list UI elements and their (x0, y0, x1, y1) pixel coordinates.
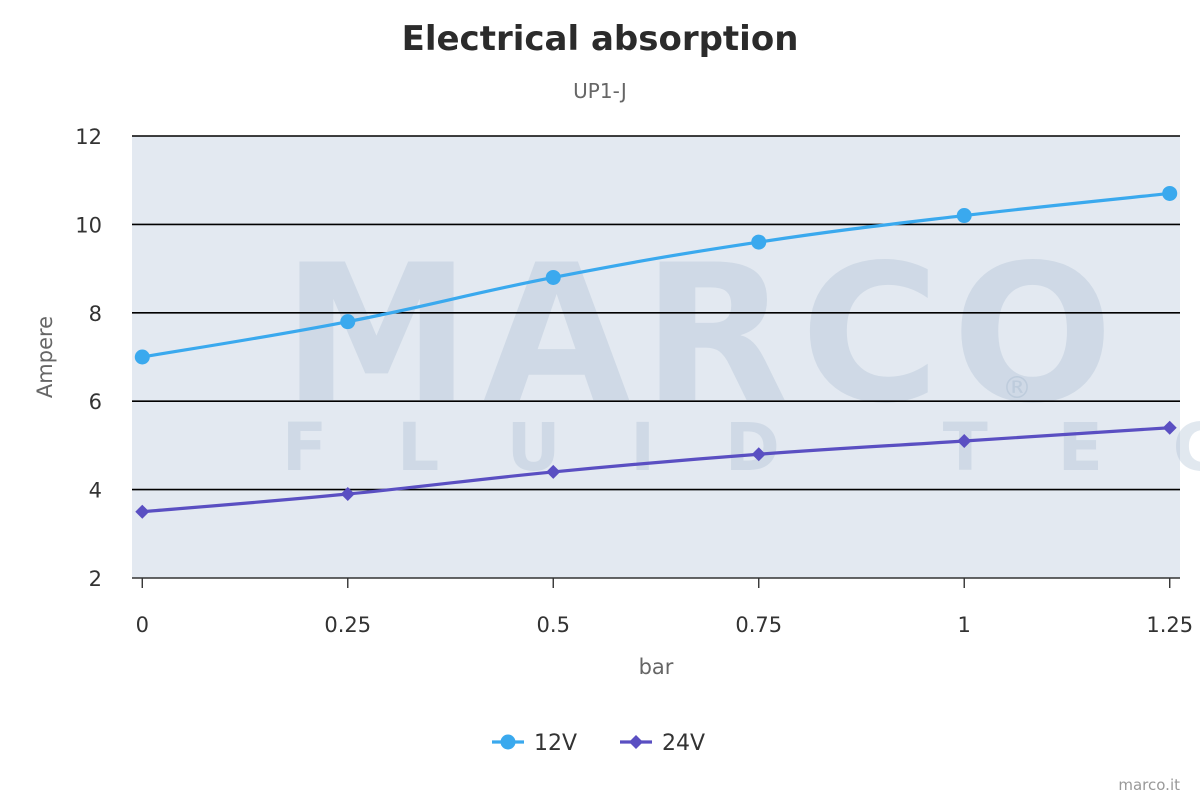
x-tick-label: 0.5 (537, 613, 570, 637)
data-point (135, 504, 150, 519)
watermark-tagline: FLUID TECH (282, 409, 1200, 486)
gridlines (132, 135, 1180, 491)
watermark-logo: MARCO FLUID TECH ® (282, 224, 1200, 486)
x-tick-label: 1 (958, 613, 971, 637)
data-point (1162, 420, 1177, 435)
y-tick-label: 8 (89, 302, 102, 326)
y-tick-label: 12 (75, 125, 102, 149)
data-point (751, 234, 767, 250)
x-tick-label: 1.25 (1146, 613, 1193, 637)
series-12v (134, 185, 1178, 365)
x-tick-label: 0 (136, 613, 149, 637)
x-tick-label: 0.75 (735, 613, 782, 637)
watermark-logo-text: MARCO (282, 224, 1125, 445)
series-24v (135, 420, 1177, 519)
credit-link[interactable]: marco.it (1118, 776, 1180, 794)
legend-item-24v[interactable]: 24V (620, 731, 705, 756)
data-point (751, 447, 766, 462)
y-axis-ticks: 2 4 6 8 10 12 (75, 125, 102, 591)
data-point (956, 208, 972, 224)
data-point (1162, 185, 1178, 201)
legend-marker-icon (500, 734, 516, 750)
x-tick-label: 0.25 (324, 613, 371, 637)
series-line (140, 191, 1172, 359)
legend-item-12v[interactable]: 12V (492, 731, 577, 756)
data-point (340, 314, 356, 330)
data-point (957, 433, 972, 448)
x-axis: 0 0.25 0.5 0.75 1 1.25 (132, 577, 1193, 637)
chart-title: Electrical absorption (402, 19, 799, 59)
y-tick-label: 10 (75, 213, 102, 237)
data-point (134, 349, 150, 365)
watermark-registered-mark: ® (1002, 371, 1032, 406)
legend-marker-icon (629, 735, 643, 749)
x-axis-title: bar (639, 655, 674, 679)
chart-subtitle: UP1-J (573, 79, 627, 103)
series-layer (134, 185, 1178, 519)
series-line (140, 426, 1172, 514)
data-point (340, 487, 355, 502)
y-axis-title: Ampere (33, 316, 57, 398)
data-point (545, 269, 561, 285)
legend-label: 12V (534, 731, 577, 756)
y-tick-label: 4 (89, 479, 102, 503)
y-tick-label: 2 (89, 567, 102, 591)
data-point (546, 464, 561, 479)
legend-label: 24V (662, 731, 705, 756)
y-tick-label: 6 (89, 390, 102, 414)
legend: 12V 24V (492, 731, 705, 756)
